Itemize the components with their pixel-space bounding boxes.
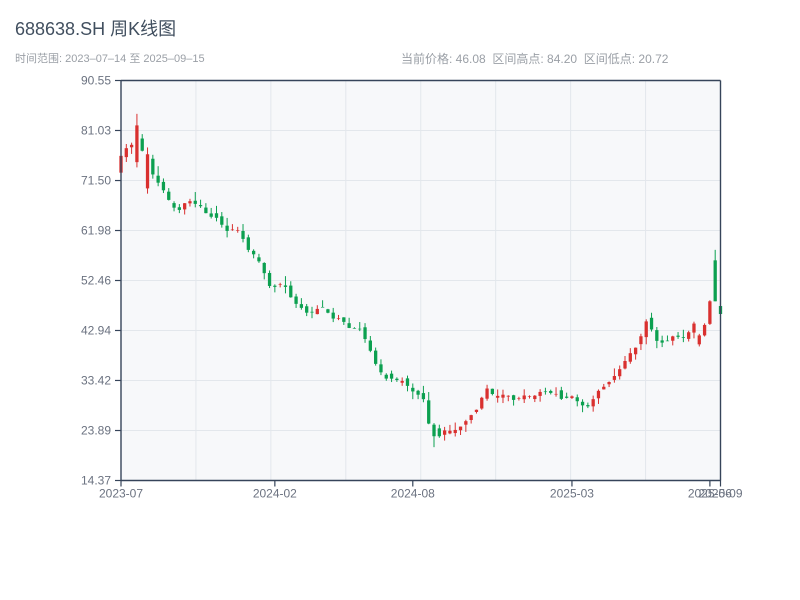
svg-text:42.94: 42.94: [81, 323, 111, 337]
svg-text:23.89: 23.89: [81, 424, 111, 438]
svg-text:2025-03: 2025-03: [550, 487, 594, 501]
svg-text:52.46: 52.46: [81, 274, 111, 288]
svg-text:90.55: 90.55: [81, 74, 111, 88]
svg-text:2023-07: 2023-07: [99, 487, 143, 501]
svg-text:61.98: 61.98: [81, 224, 111, 238]
svg-text:14.37: 14.37: [81, 474, 111, 488]
svg-text:71.50: 71.50: [81, 174, 111, 188]
svg-text:2024-02: 2024-02: [253, 487, 297, 501]
svg-text:81.03: 81.03: [81, 123, 111, 137]
svg-text:2025-06: 2025-06: [688, 487, 732, 501]
svg-text:2024-08: 2024-08: [391, 487, 435, 501]
svg-text:33.42: 33.42: [81, 373, 111, 387]
